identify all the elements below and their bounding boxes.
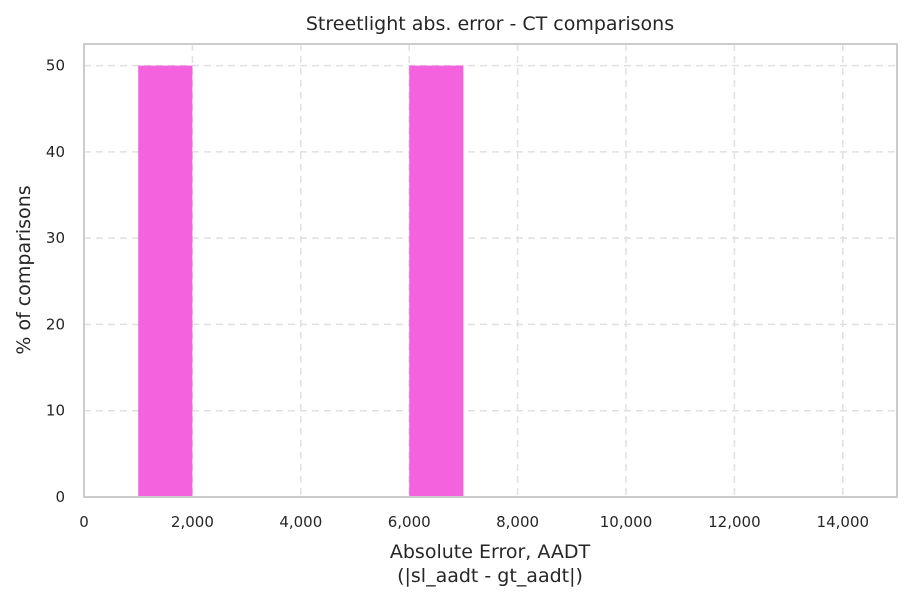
histogram-bar — [138, 65, 193, 498]
y-axis-label: % of comparisons — [13, 185, 35, 354]
x-tick-label: 8,000 — [496, 513, 539, 531]
y-tick-label: 30 — [46, 229, 65, 247]
grid-lines — [84, 44, 897, 497]
y-tick-label: 20 — [46, 315, 65, 333]
y-tick-label: 40 — [46, 143, 65, 161]
x-tick-label: 0 — [79, 513, 89, 531]
x-tick-label: 4,000 — [279, 513, 322, 531]
x-tick-label: 6,000 — [388, 513, 431, 531]
chart-title: Streetlight abs. error - CT comparisons — [306, 13, 674, 35]
x-axis-label: Absolute Error, AADT — [390, 541, 591, 563]
x-tick-label: 12,000 — [708, 513, 761, 531]
x-axis-ticks: 0 2,000 4,000 6,000 8,000 10,000 12,000 14,000 — [79, 513, 869, 531]
x-tick-label: 14,000 — [817, 513, 870, 531]
x-tick-label: 10,000 — [600, 513, 653, 531]
bars — [138, 65, 464, 498]
y-tick-label: 10 — [46, 402, 65, 420]
y-axis-ticks: 0 10 20 30 40 50 — [46, 57, 65, 506]
x-axis-label-sub: (|sl_aadt - gt_aadt|) — [397, 565, 583, 587]
x-tick-label: 2,000 — [171, 513, 214, 531]
histogram-bar — [409, 65, 464, 498]
plot-frame — [83, 43, 898, 498]
y-tick-label: 50 — [46, 57, 65, 75]
y-tick-label: 0 — [55, 488, 65, 506]
